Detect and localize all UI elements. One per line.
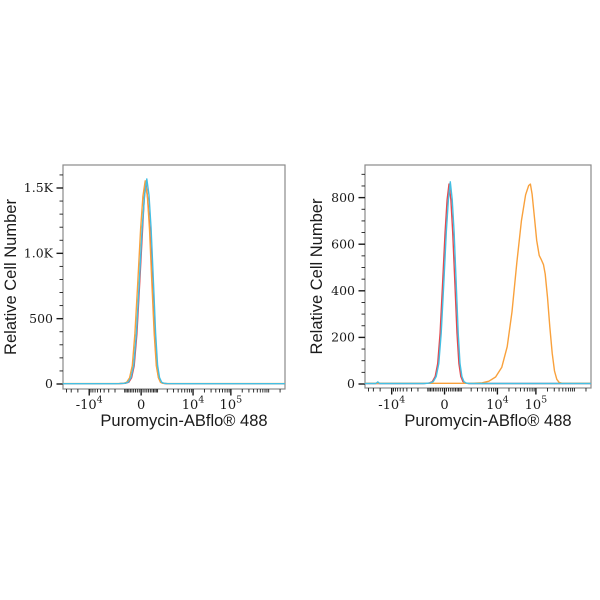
x-tick-label: 0 (440, 398, 448, 413)
left-histogram: 0 500 1.0K 1.5K -104 0 104 105Puromycin-ABflo® … (2, 164, 286, 430)
y-tick-label: 0 (347, 376, 355, 391)
right-histogram: 0 200 400 600 800 -104 0 104 105Puromycin-ABflo®… (308, 164, 592, 430)
x-tick-label: 105 (525, 395, 548, 414)
x-tick-label: -104 (378, 395, 405, 414)
histogram-curve-red (364, 183, 592, 385)
histogram-curve-cyan (62, 178, 286, 385)
right-histogram-panel: 0 200 400 600 800 -104 0 104 105 Puromycin-ABflo®… (300, 150, 600, 450)
y-tick-label: 600 (331, 236, 355, 251)
y-tick-label: 800 (331, 190, 355, 205)
y-tick-label: 0 (45, 376, 53, 391)
y-axis-title: Relative Cell Number (308, 198, 326, 354)
histogram-curve-orange (62, 180, 286, 385)
y-tick-label: 1.5K (24, 180, 54, 195)
y-tick-label: 400 (331, 283, 355, 298)
histogram-curve-cyan (364, 181, 592, 385)
left-histogram-panel: 0 500 1.0K 1.5K -104 0 104 105 Puromycin-ABflo® … (0, 150, 300, 450)
x-tick-label: 104 (486, 395, 509, 414)
x-axis-title: Puromycin-ABflo® 488 (404, 412, 571, 430)
histogram-curve-orange (364, 183, 592, 384)
x-tick-label: 105 (220, 395, 243, 414)
y-tick-label: 500 (29, 311, 53, 326)
y-tick-label: 1.0K (24, 246, 54, 261)
y-tick-label: 200 (331, 330, 355, 345)
plot-frame (62, 164, 286, 390)
x-axis-title: Puromycin-ABflo® 488 (100, 412, 267, 430)
x-tick-label: 104 (182, 395, 205, 414)
histogram-curve-red (62, 182, 286, 385)
plot-frame (364, 164, 592, 389)
x-tick-label: -104 (76, 395, 103, 414)
x-tick-label: 0 (137, 398, 145, 413)
y-axis-title: Relative Cell Number (2, 199, 20, 355)
